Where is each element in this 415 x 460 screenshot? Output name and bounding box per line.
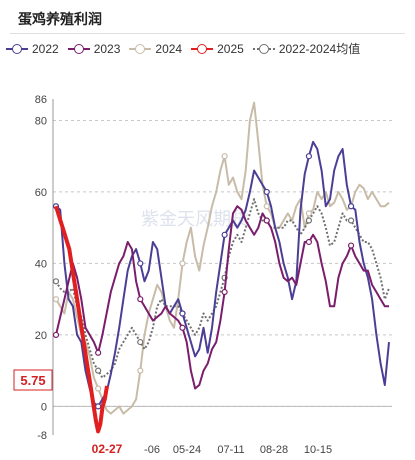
x-tick-label: -06 xyxy=(144,444,160,456)
watermark: 紫金天风期货 xyxy=(141,209,249,230)
legend-symbol-icon xyxy=(6,43,28,55)
series-line-2022-2024均值 xyxy=(55,198,390,379)
series-marker xyxy=(52,296,60,303)
chart-title: 蛋鸡养殖利润 xyxy=(18,11,102,27)
series-marker xyxy=(52,278,60,285)
series-line-2024 xyxy=(55,101,390,415)
legend-symbol-icon xyxy=(129,43,152,55)
y-tick-label: 80 xyxy=(35,115,47,127)
series-marker xyxy=(221,153,228,160)
y-tick-label: 40 xyxy=(35,258,47,270)
series-marker xyxy=(305,153,313,160)
legend-symbol-icon xyxy=(191,43,214,55)
legend-item[interactable]: 2022 xyxy=(6,40,59,57)
series-marker xyxy=(179,324,186,331)
legend-label: 2025 xyxy=(217,41,244,56)
series-marker xyxy=(95,367,102,374)
y-tick-label: 60 xyxy=(35,187,47,199)
series-marker xyxy=(263,188,270,196)
y-tick-label: -8 xyxy=(37,430,47,442)
series-line-2023 xyxy=(55,205,389,390)
series-marker xyxy=(347,242,355,249)
series-line-2025 xyxy=(54,205,109,434)
series-marker xyxy=(179,260,186,267)
y-tick-label: 0 xyxy=(41,401,47,413)
series-marker xyxy=(221,231,228,238)
series-marker xyxy=(137,338,144,346)
series-marker xyxy=(347,203,355,210)
legend-label: 2023 xyxy=(93,41,121,56)
series-marker xyxy=(305,217,313,224)
series-marker xyxy=(95,385,102,392)
legend-symbol-icon xyxy=(67,43,90,55)
legend-symbol-icon xyxy=(252,43,275,55)
series-marker xyxy=(179,310,186,317)
x-tick-label: 08-28 xyxy=(260,444,288,456)
legend-item[interactable]: 2024 xyxy=(129,40,182,57)
legend-item[interactable]: 2025 xyxy=(191,40,244,57)
series-marker xyxy=(305,210,313,217)
series-marker xyxy=(305,238,313,246)
series-marker xyxy=(137,296,144,303)
series-marker xyxy=(137,367,144,374)
legend-label: 2022-2024均值 xyxy=(278,42,361,56)
current-value-box xyxy=(13,369,53,391)
title-divider xyxy=(10,33,405,34)
y-tick-label: 86 xyxy=(35,94,47,106)
series-marker xyxy=(95,349,102,356)
x-tick-label: 07-11 xyxy=(217,444,244,456)
series-marker xyxy=(52,331,60,339)
legend-item[interactable]: 2023 xyxy=(67,40,121,57)
series-marker xyxy=(95,403,102,410)
series-marker xyxy=(347,217,355,224)
legend-label: 2022 xyxy=(32,41,59,56)
legend-label: 2024 xyxy=(155,41,183,56)
series-marker xyxy=(137,260,144,267)
x-tick-label: 05-24 xyxy=(173,444,201,456)
series-marker xyxy=(263,217,270,224)
chart-legend: 2022 2023 2024 2025 2022-2024均值 xyxy=(6,40,360,57)
x-tick-label: 02-27 xyxy=(92,442,123,456)
current-value-label: 5.75 xyxy=(20,373,45,388)
legend-item[interactable]: 2022-2024均值 xyxy=(252,40,361,57)
series-marker xyxy=(263,203,270,210)
series-line-2022 xyxy=(55,140,390,408)
y-tick-label: 20 xyxy=(35,330,47,342)
series-marker xyxy=(221,288,228,296)
x-tick-label: 10-15 xyxy=(304,444,332,456)
